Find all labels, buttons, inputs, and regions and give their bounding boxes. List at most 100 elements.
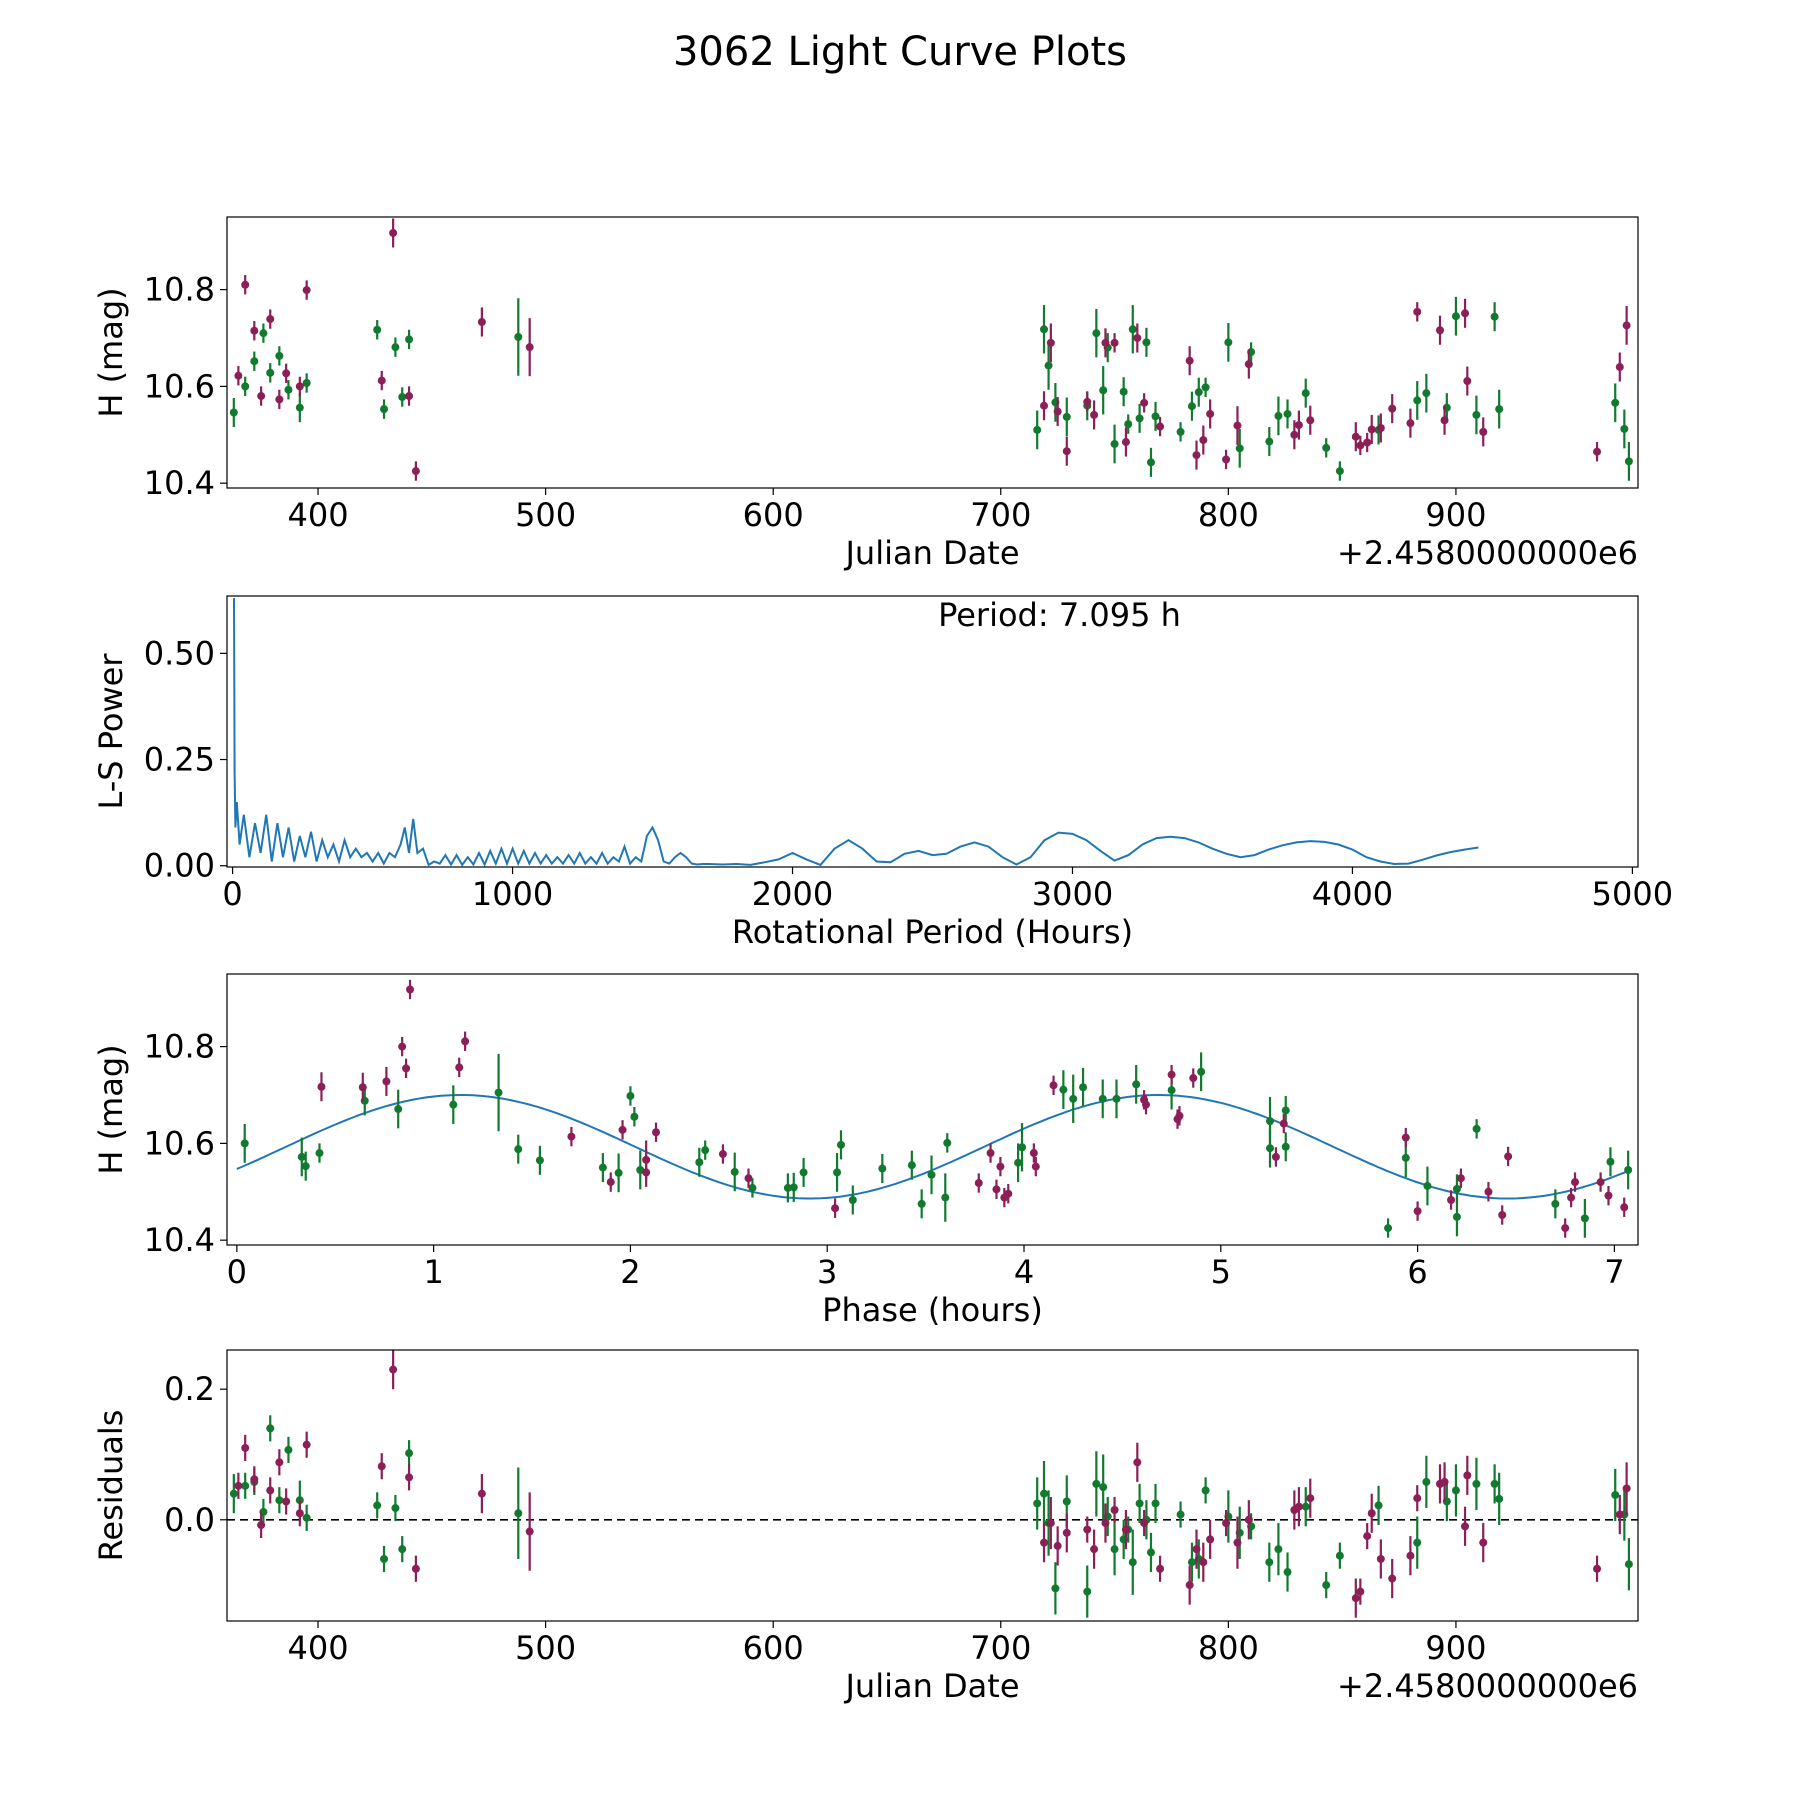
y-tick-label: 0.25 xyxy=(144,741,215,779)
data-point xyxy=(1376,423,1385,432)
data-point xyxy=(1413,307,1422,316)
data-point xyxy=(1306,1494,1315,1503)
axes-frame xyxy=(226,1349,1639,1622)
data-point xyxy=(259,329,268,338)
data-point xyxy=(642,1168,651,1177)
data-point xyxy=(943,1138,952,1147)
data-point xyxy=(1062,412,1071,421)
data-point xyxy=(1406,419,1415,428)
data-point xyxy=(266,315,275,324)
data-point xyxy=(1436,326,1445,335)
data-point xyxy=(1175,1111,1184,1120)
data-point xyxy=(1322,1581,1331,1590)
data-point xyxy=(927,1170,936,1179)
data-point xyxy=(1413,1494,1422,1503)
data-point xyxy=(1110,1545,1119,1554)
data-point xyxy=(1561,1224,1570,1233)
data-point xyxy=(1593,1564,1602,1573)
panel-periodogram: 0 1000 2000 3000 4000 5000 0.00 0.25 0.50 Rotatio… xyxy=(92,595,1673,951)
data-point xyxy=(266,368,275,377)
data-point xyxy=(275,351,284,360)
data-point xyxy=(525,343,534,352)
data-point xyxy=(1274,1545,1283,1554)
data-point xyxy=(389,1365,398,1374)
data-point xyxy=(1615,363,1624,372)
data-point xyxy=(1151,1499,1160,1508)
data-point xyxy=(1620,1203,1629,1212)
data-point xyxy=(789,1183,798,1192)
data-point xyxy=(1146,1548,1155,1557)
data-point xyxy=(1294,1502,1303,1511)
data-point xyxy=(241,280,250,289)
x-tick-label: 800 xyxy=(1198,1629,1259,1667)
data-point xyxy=(1040,325,1049,334)
data-point xyxy=(398,1545,407,1554)
axes-frame xyxy=(226,216,1639,489)
data-point xyxy=(1265,1117,1274,1126)
data-point xyxy=(405,392,414,401)
x-offset-label: +2.4580000000e6 xyxy=(1337,1667,1638,1705)
data-point xyxy=(1388,404,1397,413)
x-tick-label: 4000 xyxy=(1312,875,1393,913)
data-point xyxy=(1447,1195,1456,1204)
data-point xyxy=(1580,1214,1589,1223)
data-point xyxy=(297,1152,306,1161)
data-point xyxy=(295,1509,304,1518)
data-point xyxy=(1472,1479,1481,1488)
x-axis-label: Phase (hours) xyxy=(822,1291,1043,1329)
data-point xyxy=(1199,1558,1208,1567)
data-point xyxy=(1121,438,1130,447)
series-green xyxy=(240,1052,1633,1238)
data-point xyxy=(1265,437,1274,446)
data-point xyxy=(1140,398,1149,407)
data-point xyxy=(295,382,304,391)
data-point xyxy=(301,1162,310,1171)
data-point xyxy=(1119,387,1128,396)
data-point xyxy=(1606,1157,1615,1166)
data-point xyxy=(406,985,415,994)
data-point xyxy=(1156,1564,1165,1573)
x-offset-label: +2.4580000000e6 xyxy=(1337,534,1638,572)
x-tick-label: 1000 xyxy=(472,875,553,913)
data-point xyxy=(1110,1505,1119,1514)
data-point xyxy=(405,1473,414,1482)
data-point xyxy=(250,326,259,335)
data-point xyxy=(275,395,284,404)
data-point xyxy=(1452,1184,1461,1193)
data-point xyxy=(992,1185,1001,1194)
data-point xyxy=(1222,455,1231,464)
data-point xyxy=(1040,401,1049,410)
data-point xyxy=(1151,412,1160,421)
data-point xyxy=(1495,1494,1504,1503)
data-point xyxy=(1451,1486,1460,1495)
data-point xyxy=(1376,1554,1385,1563)
data-point xyxy=(1018,1143,1027,1152)
data-point xyxy=(1029,1149,1038,1158)
data-point xyxy=(1062,447,1071,456)
y-tick-label: 0.50 xyxy=(144,634,215,672)
data-point xyxy=(1062,1497,1071,1506)
data-point xyxy=(1146,458,1155,467)
data-point xyxy=(783,1183,792,1192)
data-point xyxy=(917,1199,926,1208)
data-point xyxy=(1472,410,1481,419)
data-point xyxy=(1413,396,1422,405)
data-point xyxy=(394,1105,403,1114)
y-tick-label: 0.2 xyxy=(164,1370,215,1408)
axes-frame xyxy=(226,973,1639,1246)
data-point xyxy=(1031,1162,1040,1171)
y-tick-label: 10.8 xyxy=(144,271,215,309)
data-point xyxy=(1101,338,1110,347)
x-tick-label: 2 xyxy=(620,1253,640,1291)
panel-phased: 0 1 2 3 4 5 6 7 10.4 10.6 10.8 Phase (hours) H (mag) xyxy=(92,973,1639,1329)
data-point xyxy=(1440,1477,1449,1486)
data-point xyxy=(1135,414,1144,423)
x-tick-label: 5 xyxy=(1211,1253,1231,1291)
x-tick-label: 3000 xyxy=(1032,875,1113,913)
data-point xyxy=(1167,1086,1176,1095)
data-point xyxy=(1551,1199,1560,1208)
data-point xyxy=(1121,1525,1130,1534)
data-point xyxy=(250,357,259,366)
panel-lightcurve: 400 500 600 700 800 900 10.4 10.6 10.8 Julian Dat… xyxy=(92,216,1639,572)
plot-area xyxy=(233,598,1479,867)
